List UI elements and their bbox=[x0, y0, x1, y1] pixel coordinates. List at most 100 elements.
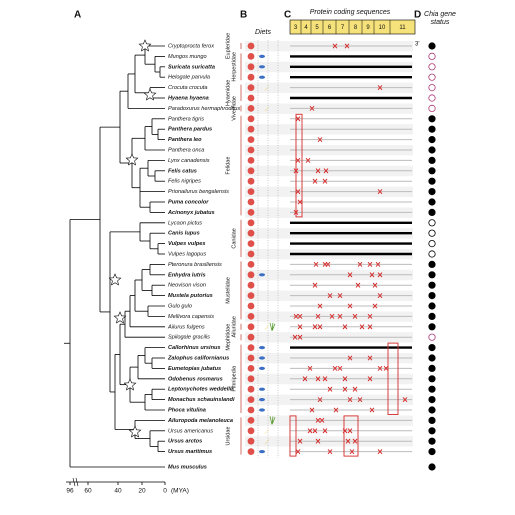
diet-meat bbox=[247, 396, 255, 403]
mutation-mark bbox=[317, 397, 323, 403]
diet-meat bbox=[247, 136, 255, 144]
diet-meat bbox=[247, 406, 255, 414]
diet-plant bbox=[269, 322, 276, 331]
diet-fish bbox=[259, 408, 265, 412]
species-name: Panthera leo bbox=[168, 137, 202, 143]
diet-fish bbox=[259, 366, 265, 370]
mutation-mark bbox=[369, 272, 375, 278]
mutation-mark bbox=[323, 168, 329, 174]
species-name: Vulpes lagopus bbox=[168, 251, 206, 257]
diet-meat bbox=[247, 323, 255, 331]
mutation-mark bbox=[344, 43, 350, 49]
diet-meat bbox=[247, 365, 255, 372]
gene-status bbox=[428, 52, 436, 61]
diet-meat bbox=[247, 115, 255, 123]
gene-status bbox=[428, 260, 436, 268]
mutation-mark bbox=[309, 105, 315, 111]
mutation-mark bbox=[367, 313, 373, 319]
gene-status bbox=[428, 364, 436, 372]
mutation-mark bbox=[347, 428, 353, 434]
node-star bbox=[113, 311, 127, 324]
species-name: Acinonyx jubatus bbox=[167, 210, 215, 216]
mutation-mark bbox=[332, 365, 338, 371]
deletion-box bbox=[295, 113, 303, 218]
deletion-box bbox=[387, 342, 399, 415]
species-name: Ursus maritimus bbox=[168, 449, 212, 455]
panel-label: A bbox=[74, 10, 81, 21]
gene-status bbox=[428, 94, 436, 102]
mutation-mark bbox=[293, 313, 299, 319]
deletion-box bbox=[289, 415, 297, 457]
diet-meat bbox=[247, 157, 255, 164]
mutation-mark bbox=[357, 261, 363, 267]
exon-label: 5 bbox=[315, 25, 319, 31]
species-name: Panthera onca bbox=[168, 147, 204, 153]
gene-status bbox=[428, 302, 436, 310]
mutation-mark bbox=[315, 438, 321, 444]
mutation-mark bbox=[295, 116, 301, 122]
mutation-mark bbox=[295, 449, 301, 455]
axis-tick-label: 40 bbox=[114, 488, 122, 495]
mutation-mark bbox=[377, 365, 383, 371]
mutation-mark bbox=[307, 365, 313, 371]
diet-meat bbox=[247, 344, 255, 351]
mutation-mark bbox=[297, 334, 303, 340]
mutation-mark bbox=[312, 282, 318, 288]
gene-status bbox=[428, 115, 436, 123]
gene-status bbox=[428, 104, 436, 113]
species-name: Helogale parvula bbox=[168, 75, 210, 81]
mutation-mark bbox=[322, 376, 328, 382]
species-name: Phoca vitulina bbox=[168, 407, 206, 413]
mutation-mark bbox=[325, 261, 331, 267]
mutation-mark bbox=[295, 189, 301, 195]
mutation-mark bbox=[367, 261, 373, 267]
gene-status bbox=[428, 156, 436, 164]
mutation-mark bbox=[329, 313, 335, 319]
mutation-mark bbox=[352, 313, 358, 319]
species-name: Panthera tigris bbox=[168, 116, 204, 122]
panel-label: D bbox=[414, 10, 421, 21]
mutation-mark bbox=[377, 272, 383, 278]
mutation-mark bbox=[313, 261, 319, 267]
diet-fruit bbox=[264, 437, 269, 445]
gene-status bbox=[428, 73, 436, 81]
mutation-mark bbox=[315, 417, 321, 423]
mutation-mark bbox=[302, 376, 308, 382]
status-title: Chia gene bbox=[424, 11, 456, 18]
gene-status bbox=[428, 125, 436, 133]
family-label: Ailuridae bbox=[231, 316, 237, 337]
mutation-mark bbox=[359, 324, 365, 330]
species-name: Felis nigripes bbox=[168, 179, 201, 185]
species-name: Gulo gulo bbox=[168, 303, 192, 309]
gene-status bbox=[428, 312, 436, 320]
diet-meat bbox=[247, 188, 255, 196]
species-name: Felis catus bbox=[168, 168, 197, 174]
mutation-mark bbox=[327, 449, 333, 455]
gene-status bbox=[428, 219, 436, 227]
exon-label: 4 bbox=[304, 25, 308, 31]
mutation-mark bbox=[297, 438, 303, 444]
mutation-mark bbox=[322, 178, 328, 184]
diet-fish bbox=[259, 65, 265, 69]
mutation-mark bbox=[347, 272, 353, 278]
mutation-mark bbox=[367, 376, 373, 382]
gene-status bbox=[428, 343, 436, 352]
family-label: Canidae bbox=[231, 228, 237, 249]
mutation-mark bbox=[292, 334, 298, 340]
gene-status bbox=[428, 136, 436, 144]
species-name: Leptonychotes weddellii bbox=[168, 387, 233, 393]
axis-tick-label: 20 bbox=[138, 488, 146, 495]
mutation-mark bbox=[347, 303, 353, 309]
mutation-mark bbox=[312, 324, 318, 330]
gene-status bbox=[428, 333, 436, 341]
mutation-mark bbox=[293, 209, 299, 215]
mutation-mark bbox=[352, 438, 358, 444]
species-name: Lycaon pictus bbox=[168, 220, 202, 226]
diet-meat bbox=[247, 63, 255, 71]
gene-status bbox=[428, 177, 436, 185]
diet-fruit bbox=[264, 426, 269, 434]
mutation-mark bbox=[349, 449, 355, 455]
diet-fish bbox=[259, 54, 265, 59]
species-name: Mellivora capensis bbox=[168, 314, 214, 320]
